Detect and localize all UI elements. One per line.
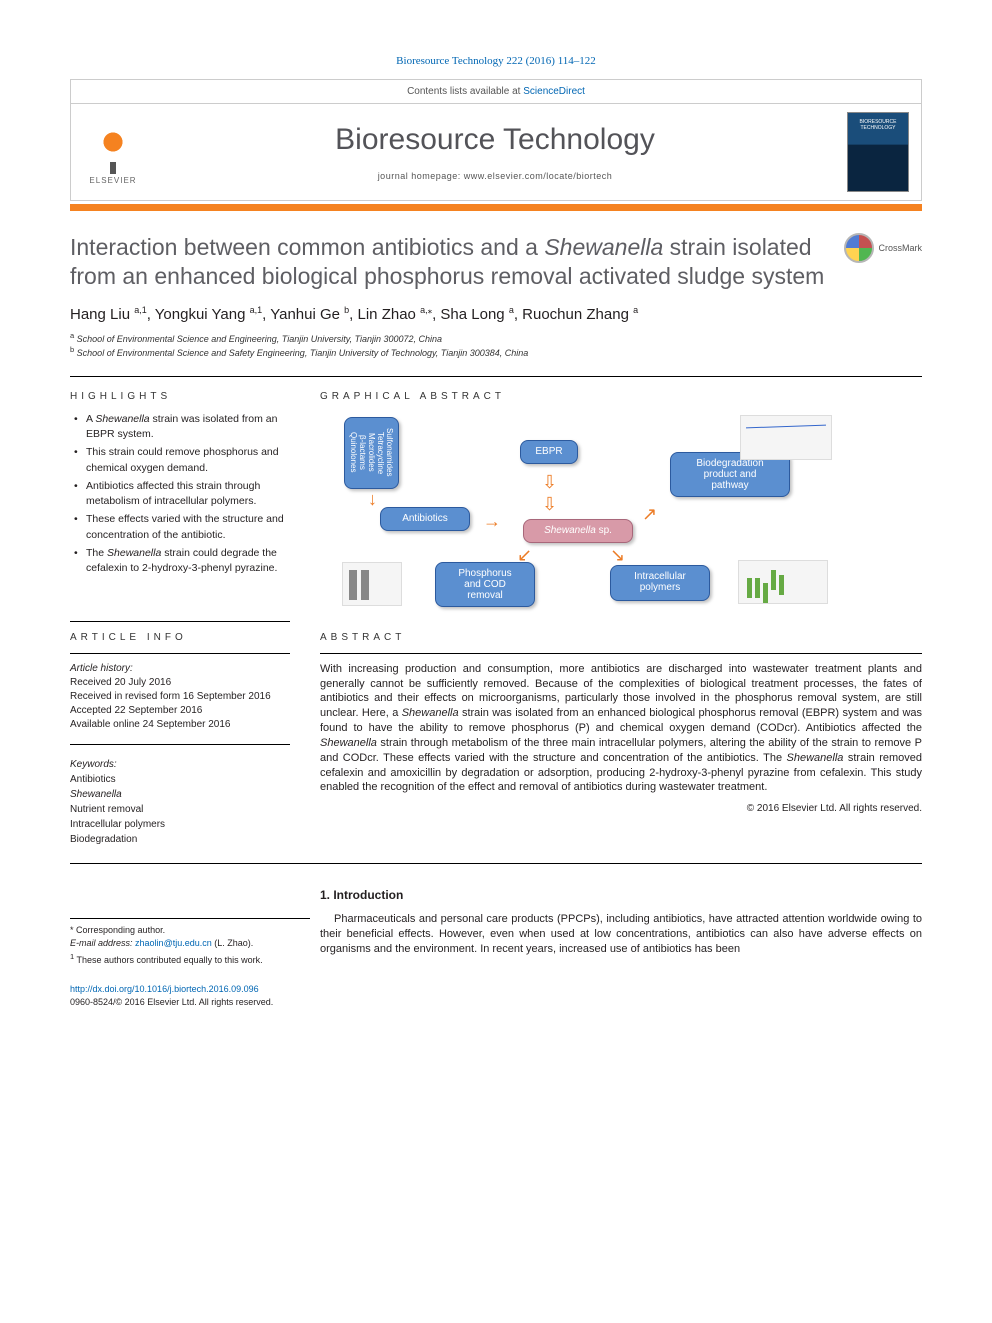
issn-line: 0960-8524/© 2016 Elsevier Ltd. All right…: [70, 997, 273, 1007]
ga-arrow-3: →: [483, 511, 501, 532]
elsevier-text: ELSEVIER: [89, 176, 136, 185]
accepted-date: Accepted 22 September 2016: [70, 704, 290, 718]
ga-node-shewanella: Shewanella sp.: [523, 519, 633, 543]
introduction-header: 1. Introduction: [320, 888, 922, 902]
journal-homepage: journal homepage: www.elsevier.com/locat…: [143, 171, 847, 181]
journal-cover-thumbnail[interactable]: [847, 112, 909, 192]
received-date: Received 20 July 2016: [70, 676, 290, 690]
equal-contrib-note: 1 These authors contributed equally to t…: [70, 951, 310, 968]
affiliations: a School of Environmental Science and En…: [70, 331, 922, 360]
ga-arrow-4: ↗: [642, 504, 657, 525]
graphical-abstract-header: GRAPHICAL ABSTRACT: [320, 391, 922, 402]
accent-bar: [70, 204, 922, 211]
ga-node-ebpr: EBPR: [520, 440, 578, 464]
abstract-rule: [320, 653, 922, 654]
journal-title: Bioresource Technology: [143, 123, 847, 157]
doi-block: http://dx.doi.org/10.1016/j.biortech.201…: [70, 983, 290, 1008]
ga-minichart-2: [738, 560, 828, 604]
divider-2: [70, 863, 922, 864]
ga-arrow-6: ↘: [610, 545, 625, 566]
ga-arrow-2: ⇩: [542, 494, 557, 515]
elsevier-tree-icon: [93, 126, 133, 166]
footnotes: * Corresponding author. E-mail address: …: [70, 918, 310, 968]
article-history: Article history: Received 20 July 2016 R…: [70, 662, 290, 732]
history-label: Article history:: [70, 662, 290, 676]
journal-header-box: Contents lists available at ScienceDirec…: [70, 79, 922, 201]
keywords-block: Keywords:AntibioticsShewanellaNutrient r…: [70, 757, 290, 847]
ga-arrow-1: ⇩: [542, 472, 557, 493]
ga-minichart-1: [342, 562, 402, 606]
article-info-header: ARTICLE INFO: [70, 632, 290, 643]
article-title: Interaction between common antibiotics a…: [70, 233, 824, 291]
authors-line: Hang Liu a,1, Yongkui Yang a,1, Yanhui G…: [70, 305, 922, 323]
introduction-text: Pharmaceuticals and personal care produc…: [320, 912, 922, 958]
ga-node-antibiotics: Antibiotics: [380, 507, 470, 531]
corresponding-note: * Corresponding author.: [70, 924, 310, 938]
kw-rule: [70, 744, 290, 745]
ga-arrow-0: ↓: [368, 489, 377, 510]
email-link[interactable]: zhaolin@tju.edu.cn: [135, 938, 212, 948]
homepage-url[interactable]: www.elsevier.com/locate/biortech: [464, 171, 613, 181]
graphical-abstract-figure: SulfonamidesTetracyclineMacrolidesβ-lact…: [320, 412, 922, 607]
online-date: Available online 24 September 2016: [70, 718, 290, 732]
highlights-list: A Shewanella strain was isolated from an…: [70, 412, 290, 578]
crossmark-icon: [844, 233, 874, 263]
elsevier-logo[interactable]: ELSEVIER: [83, 120, 143, 185]
ga-arrow-5: ↙: [517, 545, 532, 566]
revised-date: Received in revised form 16 September 20…: [70, 690, 290, 704]
contents-prefix: Contents lists available at: [407, 86, 523, 97]
contents-line: Contents lists available at ScienceDirec…: [71, 80, 921, 104]
divider: [70, 376, 922, 377]
email-note: E-mail address: zhaolin@tju.edu.cn (L. Z…: [70, 937, 310, 951]
ga-minichart-0: [740, 415, 832, 460]
crossmark-label: CrossMark: [878, 243, 922, 253]
abstract-text: With increasing production and consumpti…: [320, 662, 922, 796]
ga-node-phos_cod: Phosphorusand CODremoval: [435, 562, 535, 607]
short-divider: [70, 621, 290, 622]
abstract-header: ABSTRACT: [320, 632, 922, 643]
ga-node-antibiotic_types: SulfonamidesTetracyclineMacrolidesβ-lact…: [344, 417, 399, 489]
ga-node-polymers: Intracellularpolymers: [610, 565, 710, 601]
info-rule: [70, 653, 290, 654]
copyright-text: © 2016 Elsevier Ltd. All rights reserved…: [320, 803, 922, 814]
doi-link[interactable]: http://dx.doi.org/10.1016/j.biortech.201…: [70, 984, 259, 994]
crossmark-badge[interactable]: CrossMark: [844, 233, 922, 263]
highlights-header: HIGHLIGHTS: [70, 391, 290, 402]
sciencedirect-link[interactable]: ScienceDirect: [523, 86, 585, 97]
citation-link[interactable]: Bioresource Technology 222 (2016) 114–12…: [70, 55, 922, 67]
